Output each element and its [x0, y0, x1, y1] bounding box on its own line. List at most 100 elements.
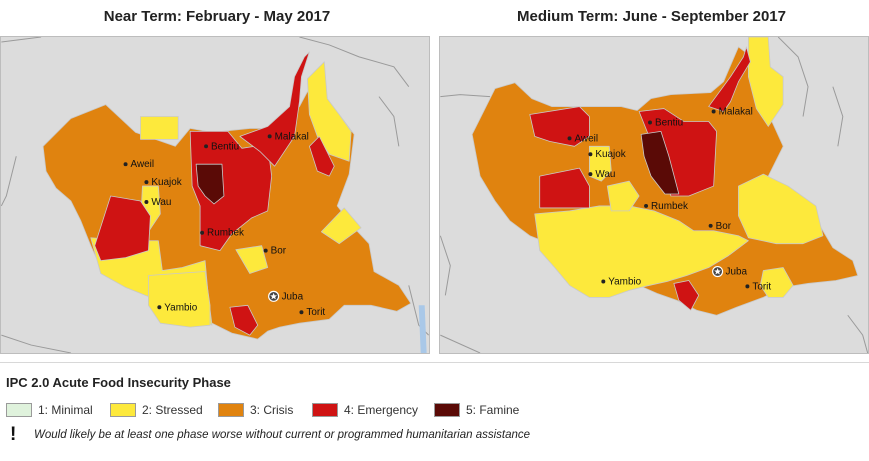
legend-item-famine: 5: Famine — [434, 402, 519, 418]
region-emergency — [708, 46, 751, 112]
city-label: Juba — [282, 291, 304, 302]
legend-item-emergency: 4: Emergency — [312, 402, 418, 418]
city-label: Torit — [752, 281, 771, 292]
medium-term-map: Aweil Kuajok Wau Bentiu Malakal Rumbek B… — [439, 36, 869, 354]
region-stressed — [606, 180, 640, 212]
city-marker — [204, 144, 209, 149]
city-marker — [157, 305, 162, 310]
city-bor: Bor — [708, 221, 732, 232]
city-marker — [123, 162, 128, 167]
city-label: Bentiu — [211, 141, 239, 152]
near-term-map-title: Near Term: February - May 2017 — [103, 8, 331, 25]
city-marker — [200, 230, 205, 235]
region-stressed — [738, 173, 824, 245]
region-emergency — [239, 51, 310, 167]
city-label: Aweil — [575, 133, 599, 144]
city-marker — [567, 136, 572, 141]
city-marker — [144, 199, 149, 204]
city-marker — [745, 284, 750, 289]
city-bentiu: Bentiu — [648, 117, 683, 128]
city-label: Bor — [716, 221, 732, 232]
city-label: Kuajok — [595, 149, 625, 160]
city-label: Rumbek — [651, 201, 688, 212]
assistance-note: ! Would likely be at least one phase wor… — [10, 424, 531, 445]
legend-swatch — [434, 403, 460, 417]
city-marker — [588, 172, 593, 177]
region-famine — [640, 131, 680, 195]
star-icon — [714, 268, 722, 275]
legend-label: 3: Crisis — [250, 403, 294, 417]
city-marker — [648, 120, 653, 125]
region-emergency — [189, 131, 273, 252]
city-marker — [144, 180, 149, 185]
legend-label: 5: Famine — [466, 403, 520, 417]
legend-item-minimal: 1: Minimal — [6, 402, 93, 418]
region-emergency — [529, 106, 590, 147]
city-marker — [708, 223, 713, 228]
city-label: Yambio — [608, 276, 641, 287]
legend-item-stressed: 2: Stressed — [110, 402, 203, 418]
legend-title: IPC 2.0 Acute Food Insecurity Phase — [6, 375, 231, 390]
city-wau: Wau — [588, 169, 615, 180]
city-kuajok: Kuajok — [588, 149, 626, 160]
region-stressed — [148, 271, 211, 328]
city-marker — [299, 310, 304, 315]
city-kuajok: Kuajok — [144, 177, 182, 188]
region-emergency — [539, 167, 590, 209]
region-stressed — [235, 245, 269, 274]
region-famine — [195, 163, 225, 205]
region-emergency — [229, 304, 259, 336]
city-malakal: Malakal — [711, 107, 753, 118]
region-emergency — [673, 280, 700, 311]
legend-swatch — [6, 403, 32, 417]
city-label: Bor — [271, 246, 287, 257]
border-line — [440, 37, 868, 353]
legend-item-crisis: 3: Crisis — [218, 402, 293, 418]
legend-label: 2: Stressed — [142, 403, 203, 417]
region-emergency — [94, 195, 151, 261]
medium-term-map-title: Medium Term: June - September 2017 — [517, 8, 786, 25]
legend-swatch — [312, 403, 338, 417]
city-label: Torit — [306, 307, 325, 318]
region-stressed — [748, 37, 784, 127]
region-stressed — [307, 61, 352, 162]
city-label: Wau — [595, 169, 615, 180]
legend-label: 1: Minimal — [38, 403, 93, 417]
city-marker — [588, 152, 593, 157]
city-marker — [263, 248, 268, 253]
legend: IPC 2.0 Acute Food Insecurity Phase — [0, 362, 869, 461]
city-torit: Torit — [745, 281, 771, 292]
region-stressed — [759, 267, 794, 298]
lake — [418, 305, 427, 353]
region-stressed — [320, 207, 362, 245]
medium-term-map-svg: Aweil Kuajok Wau Bentiu Malakal Rumbek B… — [440, 37, 868, 353]
region-stressed — [589, 145, 612, 182]
city-rumbek: Rumbek — [644, 201, 688, 212]
city-torit: Torit — [299, 307, 325, 318]
city-marker — [644, 203, 649, 208]
city-marker — [711, 109, 716, 114]
city-malakal: Malakal — [267, 131, 309, 142]
city-bentiu: Bentiu — [204, 141, 239, 152]
legend-swatch — [110, 403, 136, 417]
exclamation-icon: ! — [10, 424, 17, 445]
region-stressed — [534, 205, 749, 298]
assistance-note-text: Would likely be at least one phase worse… — [34, 429, 531, 441]
city-label: Malakal — [719, 107, 753, 118]
city-juba: Juba — [268, 290, 304, 302]
city-label: Rumbek — [207, 228, 244, 239]
city-label: Juba — [726, 266, 748, 277]
city-label: Wau — [151, 197, 171, 208]
city-label: Yambio — [164, 302, 197, 313]
star-icon — [270, 292, 278, 300]
city-label: Bentiu — [655, 117, 683, 128]
city-wau: Wau — [144, 197, 171, 208]
city-aweil: Aweil — [567, 133, 599, 144]
city-bor: Bor — [263, 246, 287, 257]
city-label: Kuajok — [151, 177, 181, 188]
city-yambio: Yambio — [157, 302, 198, 313]
near-term-map-svg: Aweil Kuajok Wau Bentiu Malakal Rumbek B… — [1, 37, 429, 353]
legend-label: 4: Emergency — [344, 403, 419, 417]
near-term-map: Aweil Kuajok Wau Bentiu Malakal Rumbek B… — [0, 36, 430, 354]
city-marker — [267, 134, 272, 139]
